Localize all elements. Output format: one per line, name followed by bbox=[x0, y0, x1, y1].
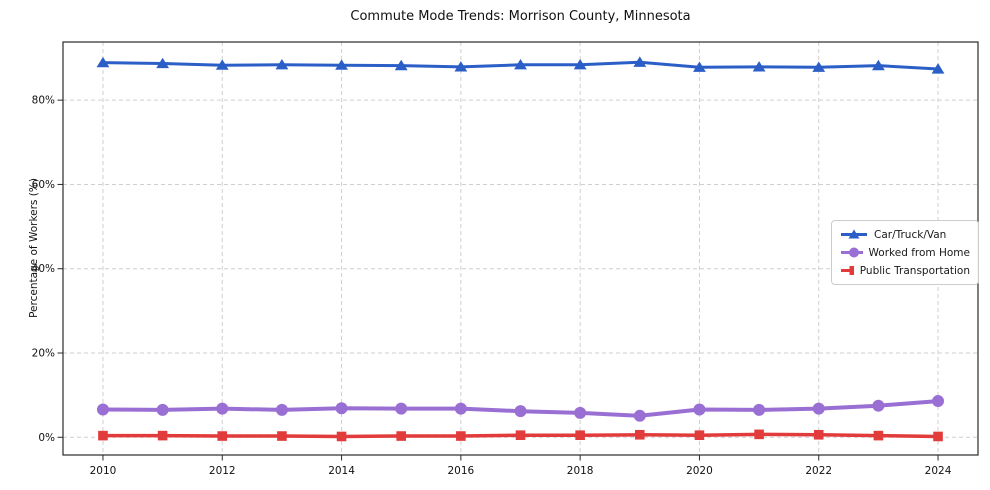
legend-marker-triangle-icon bbox=[841, 229, 867, 239]
data-point-public-transportation bbox=[277, 431, 287, 441]
data-point-worked-from-home bbox=[96, 403, 109, 416]
data-point-worked-from-home bbox=[335, 402, 348, 415]
x-tick-label: 2024 bbox=[925, 465, 952, 477]
legend: Car/Truck/Van Worked from Home Public Tran… bbox=[831, 220, 979, 285]
data-point-car-truck-van bbox=[454, 61, 468, 72]
x-tick-label: 2020 bbox=[686, 465, 713, 477]
data-point-worked-from-home bbox=[633, 409, 646, 422]
data-point-car-truck-van bbox=[693, 61, 706, 72]
data-point-car-truck-van bbox=[871, 59, 885, 71]
data-point-car-truck-van bbox=[394, 59, 408, 71]
data-point-worked-from-home bbox=[693, 403, 706, 416]
y-tick-label: 0% bbox=[38, 432, 55, 444]
data-point-public-transportation bbox=[575, 430, 585, 440]
y-tick-label: 40% bbox=[32, 263, 55, 275]
data-point-worked-from-home bbox=[932, 395, 945, 408]
data-point-public-transportation bbox=[694, 430, 705, 440]
legend-item-worked-from-home: Worked from Home bbox=[840, 245, 970, 260]
y-tick-label: 80% bbox=[32, 95, 55, 107]
data-point-car-truck-van bbox=[633, 56, 647, 67]
data-point-worked-from-home bbox=[156, 403, 169, 416]
data-point-public-transportation bbox=[98, 430, 108, 441]
data-point-public-transportation bbox=[813, 429, 824, 440]
data-point-public-transportation bbox=[634, 429, 645, 440]
x-tick-label: 2012 bbox=[209, 465, 236, 477]
legend-item-public-transportation: Public Transportation bbox=[840, 263, 970, 278]
legend-label: Public Transportation bbox=[859, 264, 970, 277]
data-point-public-transportation bbox=[754, 429, 764, 440]
data-point-car-truck-van bbox=[812, 61, 826, 72]
data-point-worked-from-home bbox=[216, 402, 229, 415]
x-tick-label: 2014 bbox=[328, 465, 355, 477]
x-tick-label: 2022 bbox=[805, 465, 832, 477]
data-point-worked-from-home bbox=[454, 402, 467, 415]
data-point-worked-from-home bbox=[514, 405, 527, 418]
legend-label: Car/Truck/Van bbox=[874, 228, 947, 241]
data-point-public-transportation bbox=[515, 430, 526, 440]
data-point-worked-from-home bbox=[395, 402, 408, 415]
chart-title: Commute Mode Trends: Morrison County, Mi… bbox=[350, 9, 691, 24]
y-tick-label: 60% bbox=[32, 179, 55, 191]
legend-item-car-truck-van: Car/Truck/Van bbox=[840, 227, 970, 242]
data-point-worked-from-home bbox=[275, 403, 288, 416]
x-tick-label: 2018 bbox=[567, 465, 594, 477]
legend-marker-circle-icon bbox=[841, 247, 863, 258]
data-point-public-transportation bbox=[217, 431, 228, 441]
data-point-car-truck-van bbox=[931, 63, 945, 74]
legend-label: Worked from Home bbox=[868, 246, 970, 259]
data-point-car-truck-van bbox=[752, 61, 766, 72]
y-tick-label: 20% bbox=[32, 348, 55, 360]
data-point-public-transportation bbox=[933, 431, 943, 442]
data-point-worked-from-home bbox=[812, 402, 825, 415]
data-point-public-transportation bbox=[873, 430, 884, 441]
data-point-worked-from-home bbox=[574, 406, 587, 419]
data-point-worked-from-home bbox=[872, 399, 885, 412]
data-point-car-truck-van bbox=[573, 58, 587, 70]
data-point-car-truck-van bbox=[275, 58, 289, 70]
legend-marker-square-icon bbox=[841, 266, 854, 275]
data-point-public-transportation bbox=[336, 431, 347, 442]
data-point-car-truck-van bbox=[215, 59, 229, 70]
data-point-public-transportation bbox=[456, 431, 466, 441]
data-point-car-truck-van bbox=[335, 59, 348, 70]
data-point-car-truck-van bbox=[96, 56, 110, 68]
x-tick-label: 2010 bbox=[90, 465, 117, 477]
data-point-public-transportation bbox=[157, 430, 168, 441]
data-point-worked-from-home bbox=[753, 403, 766, 416]
x-tick-label: 2016 bbox=[447, 465, 474, 477]
data-point-car-truck-van bbox=[514, 58, 527, 70]
data-point-car-truck-van bbox=[156, 57, 170, 69]
data-point-public-transportation bbox=[396, 431, 407, 441]
